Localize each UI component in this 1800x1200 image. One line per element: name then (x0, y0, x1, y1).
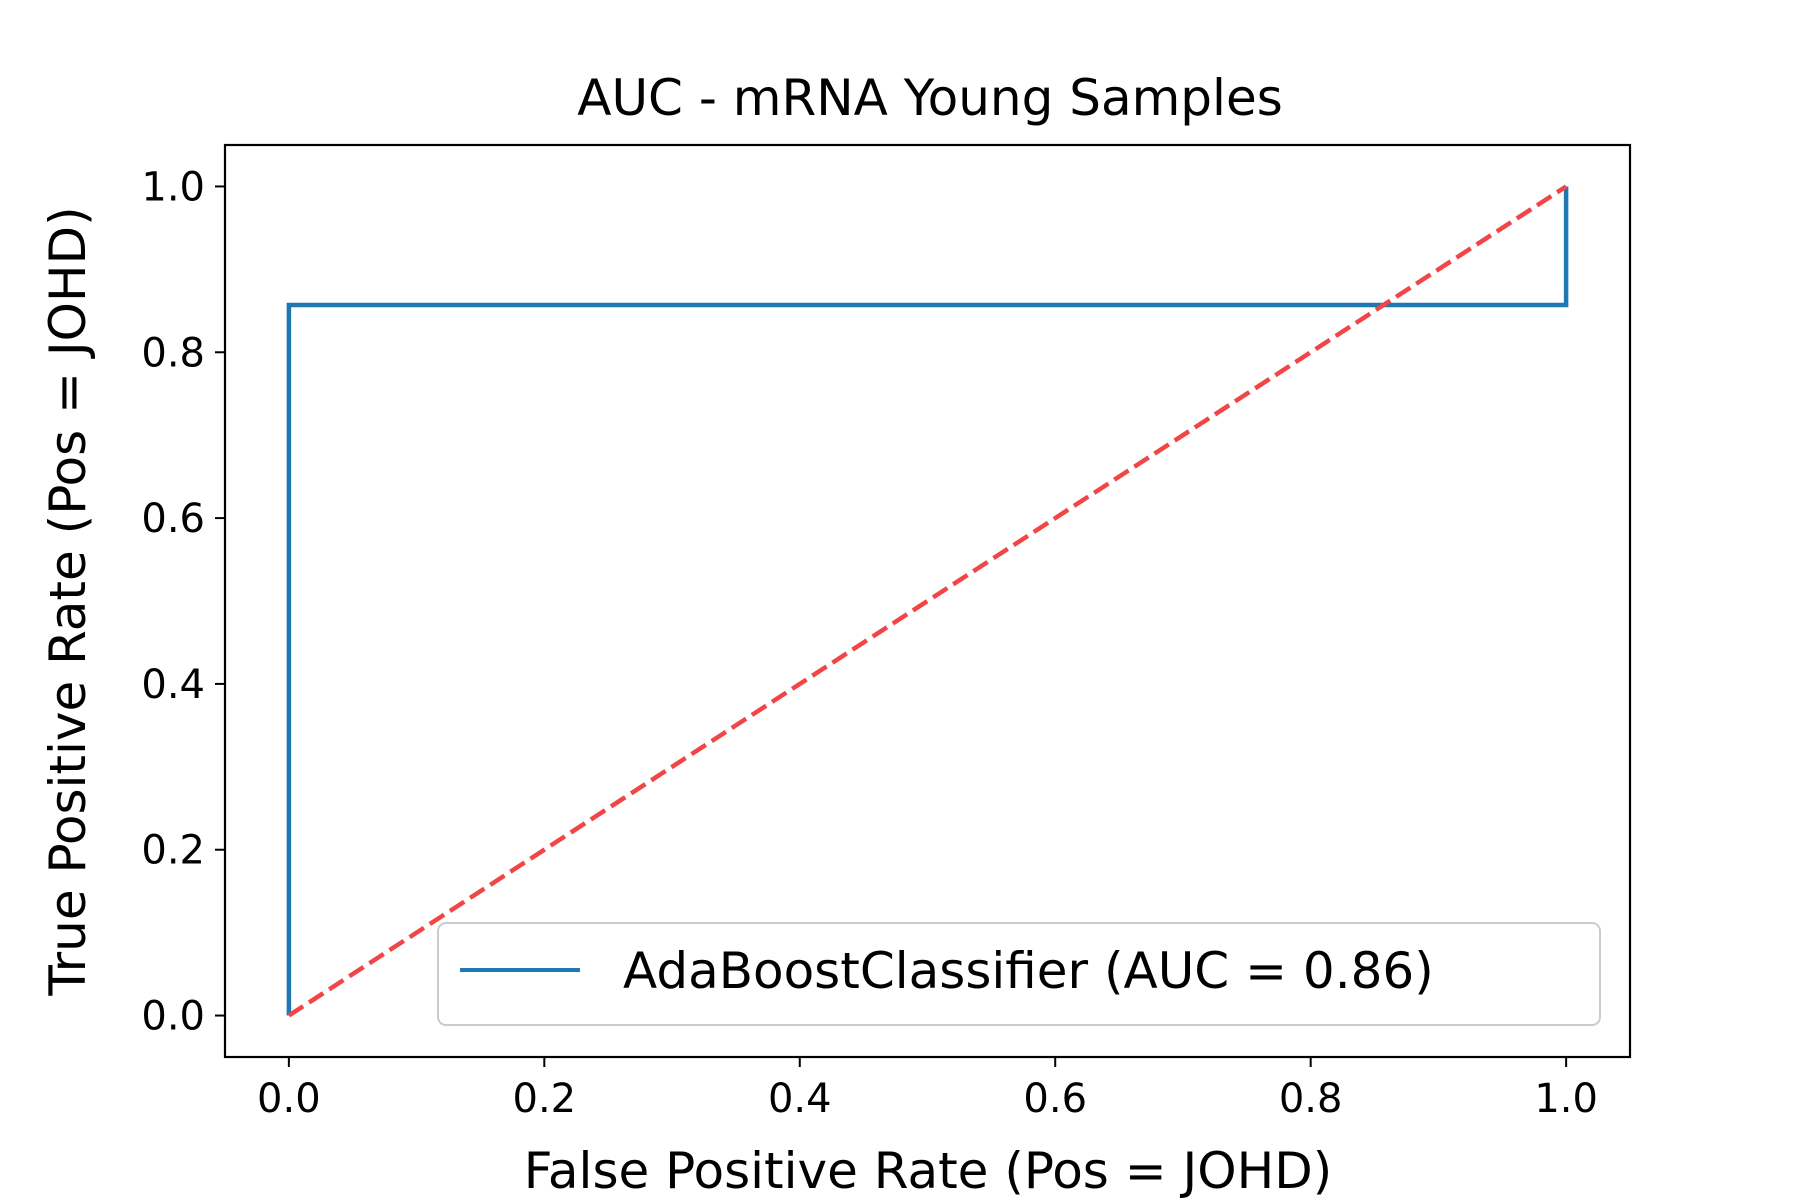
y-tick-label: 0.8 (141, 330, 205, 376)
chart-title: AUC - mRNA Young Samples (577, 69, 1283, 127)
y-tick-label: 1.0 (141, 164, 205, 210)
y-axis: 0.0 0.2 0.4 0.6 0.8 1.0 (141, 164, 225, 1040)
y-tick-label: 0.4 (141, 662, 205, 708)
x-tick-label: 0.0 (257, 1076, 321, 1122)
x-axis: 0.0 0.2 0.4 0.6 0.8 1.0 (257, 1057, 1598, 1122)
x-tick-label: 0.6 (1023, 1076, 1087, 1122)
legend: AdaBoostClassifier (AUC = 0.86) (437, 922, 1601, 1026)
y-tick-label: 0.0 (141, 994, 205, 1040)
axes-frame (223, 143, 1632, 1059)
x-tick-label: 1.0 (1534, 1076, 1598, 1122)
x-tick-label: 0.4 (768, 1076, 832, 1122)
y-tick-label: 0.6 (141, 496, 205, 542)
y-tick-label: 0.2 (141, 828, 205, 874)
x-axis-label: False Positive Rate (Pos = JOHD) (524, 1142, 1333, 1200)
y-axis-label: True Positive Rate (Pos = JOHD) (39, 206, 97, 996)
chance-level-line (287, 184, 1568, 1018)
series-layer (286, 184, 1569, 1018)
roc-curve-line (286, 186, 1569, 1016)
x-tick-label: 0.2 (513, 1076, 577, 1122)
legend-label: AdaBoostClassifier (AUC = 0.86) (623, 942, 1434, 1000)
x-tick-label: 0.8 (1279, 1076, 1343, 1122)
legend-box (437, 922, 1601, 1026)
